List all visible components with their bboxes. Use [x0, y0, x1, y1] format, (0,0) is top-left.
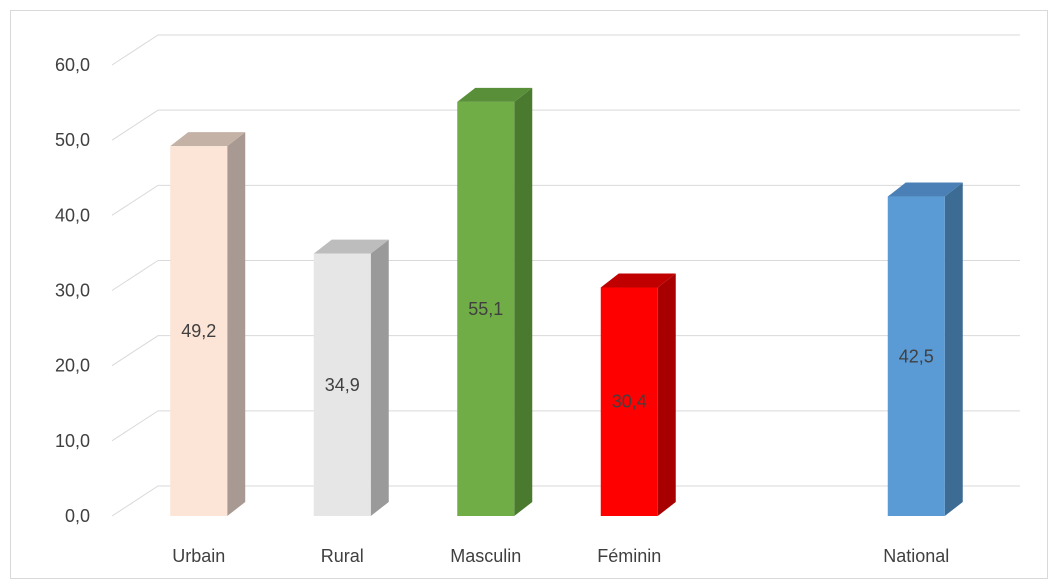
bar-top	[170, 132, 246, 147]
data-label: 30,4	[612, 392, 647, 412]
bar-top	[457, 87, 533, 102]
bar	[170, 146, 228, 516]
gridline	[111, 335, 1020, 367]
y-tick-label: 50,0	[55, 130, 90, 150]
bar-side	[227, 132, 246, 516]
x-tick-label: Féminin	[597, 546, 661, 566]
data-label: 42,5	[899, 346, 934, 366]
x-tick-label: Masculin	[450, 546, 521, 566]
bar-top	[887, 182, 963, 197]
bar	[887, 196, 945, 516]
gridline	[111, 485, 1020, 517]
bar-top	[313, 239, 389, 254]
bar-side	[514, 87, 533, 516]
x-tick-label: Rural	[321, 546, 364, 566]
y-tick-label: 20,0	[55, 356, 90, 376]
bar	[457, 101, 515, 516]
y-tick-label: 60,0	[55, 55, 90, 75]
data-label: 49,2	[181, 321, 216, 341]
bar-side	[370, 239, 389, 516]
data-label: 55,1	[468, 299, 503, 319]
y-tick-label: 0,0	[65, 506, 90, 526]
y-tick-label: 30,0	[55, 281, 90, 301]
bar	[313, 253, 371, 516]
data-label: 34,9	[325, 375, 360, 395]
y-tick-label: 40,0	[55, 205, 90, 225]
bar-side	[657, 273, 676, 516]
y-tick-label: 10,0	[55, 431, 90, 451]
x-tick-label: National	[883, 546, 949, 566]
gridline	[111, 184, 1020, 216]
gridline	[111, 109, 1020, 141]
gridline	[111, 260, 1020, 291]
gridline	[111, 34, 1020, 66]
x-tick-label: Urbain	[172, 546, 225, 566]
gridline	[111, 410, 1020, 442]
bar-top	[600, 273, 676, 288]
bar-side	[944, 182, 963, 516]
bar	[600, 287, 658, 516]
